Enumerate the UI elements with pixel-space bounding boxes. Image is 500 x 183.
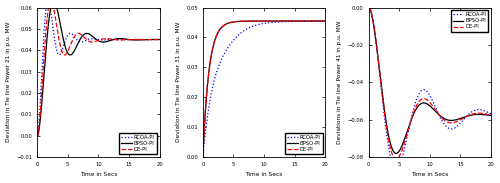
DE-PI [366, 6, 372, 9]
DE-PI [454, 120, 460, 122]
Line: BPSO-PI: BPSO-PI [368, 8, 491, 153]
X-axis label: Time in Secs: Time in Secs [246, 172, 283, 178]
RCOA-PI [418, 90, 424, 92]
RCOA-PI [156, 38, 162, 41]
BPSO-PI [153, 38, 159, 41]
RCOA-PI [123, 39, 129, 41]
Line: BPSO-PI: BPSO-PI [37, 1, 160, 136]
DE-PI [153, 38, 159, 41]
BPSO-PI [424, 103, 430, 105]
DE-PI [418, 98, 424, 101]
BPSO-PI [418, 102, 424, 105]
RCOA-PI [252, 24, 258, 26]
DE-PI [252, 20, 258, 22]
RCOA-PI [454, 125, 460, 127]
BPSO-PI [50, 0, 56, 2]
RCOA-PI [252, 25, 258, 27]
RCOA-PI [417, 91, 423, 93]
BPSO-PI [318, 20, 324, 22]
Line: RCOA-PI: RCOA-PI [37, 1, 160, 136]
DE-PI [289, 20, 295, 22]
BPSO-PI [322, 20, 328, 22]
RCOA-PI [147, 38, 153, 41]
DE-PI [484, 113, 490, 115]
RCOA-PI [45, 0, 51, 2]
Line: DE-PI: DE-PI [368, 8, 491, 159]
Legend: RCOA-PI, BPSO-PI, DE-PI: RCOA-PI, BPSO-PI, DE-PI [285, 133, 323, 154]
DE-PI [34, 135, 40, 137]
BPSO-PI [156, 38, 162, 41]
RCOA-PI [200, 156, 206, 158]
DE-PI [86, 40, 91, 42]
BPSO-PI [488, 114, 494, 117]
Line: RCOA-PI: RCOA-PI [203, 21, 326, 157]
DE-PI [86, 40, 92, 43]
DE-PI [48, 0, 54, 2]
RCOA-PI [258, 23, 264, 25]
BPSO-PI [123, 38, 129, 40]
RCOA-PI [92, 38, 98, 40]
BPSO-PI [478, 113, 484, 115]
DE-PI [123, 39, 129, 41]
DE-PI [147, 39, 153, 41]
Line: DE-PI: DE-PI [203, 21, 326, 157]
Y-axis label: Deviation in Tie line Power 21 in p.u. MW: Deviation in Tie line Power 21 in p.u. M… [6, 22, 10, 143]
RCOA-PI [488, 113, 494, 115]
Y-axis label: Deviations in Tie line Power 41 in p.u. MW: Deviations in Tie line Power 41 in p.u. … [337, 20, 342, 144]
RCOA-PI [34, 135, 40, 137]
BPSO-PI [86, 33, 91, 35]
DE-PI [322, 20, 328, 22]
RCOA-PI [34, 135, 40, 137]
RCOA-PI [86, 38, 91, 40]
DE-PI [156, 38, 162, 41]
DE-PI [478, 112, 484, 114]
DE-PI [318, 20, 324, 22]
RCOA-PI [289, 20, 295, 23]
RCOA-PI [393, 168, 399, 170]
BPSO-PI [289, 20, 295, 22]
BPSO-PI [147, 38, 153, 41]
DE-PI [34, 135, 40, 137]
RCOA-PI [312, 20, 318, 22]
BPSO-PI [393, 152, 399, 154]
BPSO-PI [417, 103, 423, 105]
DE-PI [312, 20, 318, 22]
Y-axis label: Deviation in Tie line Power 31 in p.u. MW: Deviation in Tie line Power 31 in p.u. M… [176, 22, 180, 143]
DE-PI [200, 156, 206, 158]
DE-PI [92, 40, 98, 43]
RCOA-PI [478, 109, 484, 111]
DE-PI [252, 20, 258, 22]
Line: DE-PI: DE-PI [37, 1, 160, 136]
BPSO-PI [454, 118, 460, 120]
RCOA-PI [484, 111, 490, 113]
BPSO-PI [92, 38, 98, 40]
BPSO-PI [312, 20, 318, 22]
RCOA-PI [153, 38, 159, 41]
BPSO-PI [34, 135, 40, 137]
BPSO-PI [86, 33, 92, 36]
DE-PI [417, 99, 423, 101]
Line: BPSO-PI: BPSO-PI [203, 21, 326, 157]
RCOA-PI [366, 6, 372, 9]
RCOA-PI [322, 20, 328, 22]
DE-PI [258, 20, 264, 22]
RCOA-PI [424, 90, 430, 92]
X-axis label: Time in Secs: Time in Secs [80, 172, 117, 178]
BPSO-PI [34, 135, 40, 137]
Legend: RCOA-PI, BPSO-PI, DE-PI: RCOA-PI, BPSO-PI, DE-PI [450, 10, 488, 31]
BPSO-PI [484, 114, 490, 116]
RCOA-PI [86, 38, 92, 40]
Legend: RCOA-PI, BPSO-PI, DE-PI: RCOA-PI, BPSO-PI, DE-PI [119, 133, 157, 154]
BPSO-PI [252, 20, 258, 22]
BPSO-PI [200, 156, 206, 158]
DE-PI [393, 158, 399, 160]
X-axis label: Time in Secs: Time in Secs [411, 172, 449, 178]
BPSO-PI [252, 20, 258, 22]
BPSO-PI [258, 20, 264, 22]
DE-PI [424, 99, 430, 101]
BPSO-PI [366, 6, 372, 9]
Line: RCOA-PI: RCOA-PI [368, 8, 491, 169]
DE-PI [488, 114, 494, 116]
RCOA-PI [318, 20, 324, 22]
